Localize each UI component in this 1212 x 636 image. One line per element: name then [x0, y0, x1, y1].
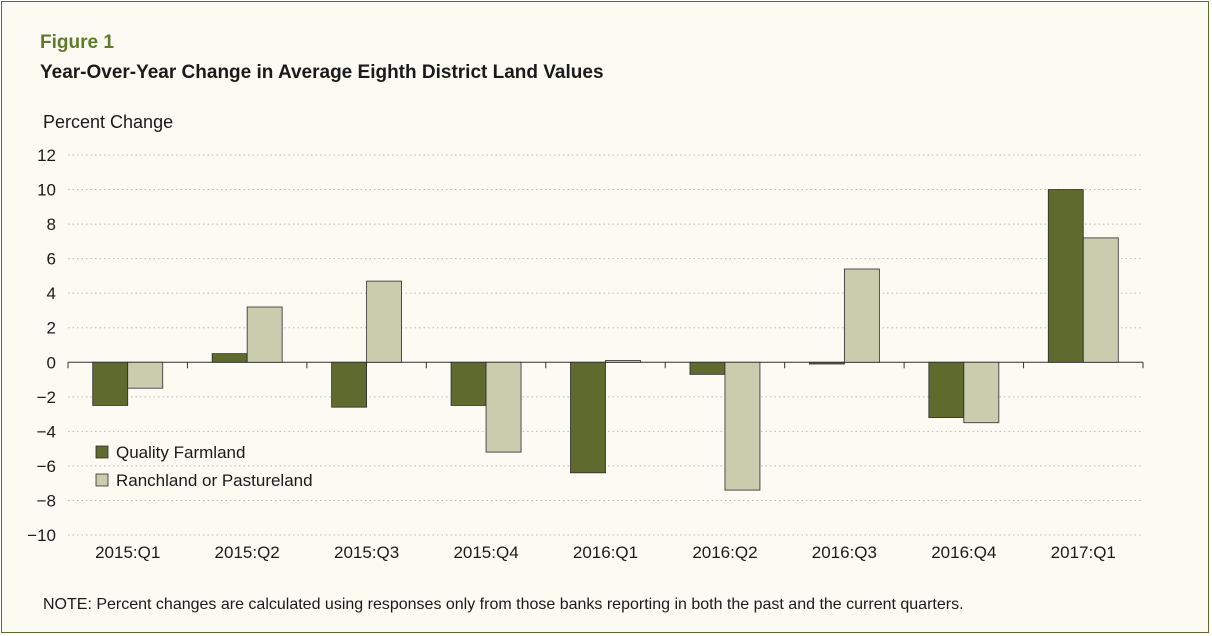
y-tick-label: 8	[47, 215, 56, 234]
figure-title: Year-Over-Year Change in Average Eighth …	[40, 62, 604, 83]
y-axis-label: Percent Change	[43, 112, 174, 132]
y-tick-label: 10	[37, 181, 56, 200]
bar-quality-farmland	[689, 361, 726, 375]
y-tick-label: 0	[47, 353, 56, 372]
bar-ranchland-pastureland	[485, 361, 522, 453]
legend-swatch	[95, 473, 109, 487]
bar-quality-farmland	[808, 361, 845, 365]
x-tick-label: 2015:Q2	[215, 543, 280, 562]
y-tick-label: −2	[37, 388, 56, 407]
bar-quality-farmland	[928, 361, 965, 418]
x-tick-label: 2017:Q1	[1051, 543, 1116, 562]
bar-ranchland-pastureland	[724, 361, 761, 491]
x-tick-label: 2016:Q1	[573, 543, 638, 562]
bar-ranchland-pastureland	[605, 360, 641, 363]
bar-ranchland-pastureland	[366, 280, 403, 363]
y-tick-label: −8	[37, 491, 56, 510]
bar-quality-farmland	[92, 361, 129, 406]
bar-ranchland-pastureland	[843, 268, 880, 363]
bar-ranchland-pastureland	[246, 306, 283, 363]
y-tick-label: 6	[47, 250, 56, 269]
x-tick-label: 2015:Q3	[334, 543, 399, 562]
legend-swatch	[95, 445, 109, 459]
y-tick-label: 2	[47, 319, 56, 338]
bar-quality-farmland	[331, 361, 368, 408]
figure-label: Figure 1	[40, 32, 114, 53]
y-tick-label: 4	[47, 284, 56, 303]
y-tick-label: −10	[27, 526, 56, 545]
bar-quality-farmland	[211, 353, 248, 363]
x-tick-label: 2016:Q4	[931, 543, 996, 562]
x-tick-label: 2015:Q1	[95, 543, 160, 562]
x-tick-label: 2016:Q2	[692, 543, 757, 562]
y-tick-label: −6	[37, 457, 56, 476]
bar-ranchland-pastureland	[127, 361, 164, 389]
bar-quality-farmland	[450, 361, 487, 406]
legend-label: Ranchland or Pastureland	[116, 471, 313, 490]
bar-ranchland-pastureland	[963, 361, 1000, 424]
x-tick-label: 2015:Q4	[453, 543, 518, 562]
bar-quality-farmland	[1047, 189, 1084, 363]
x-tick-label: 2016:Q3	[812, 543, 877, 562]
y-tick-label: 12	[37, 146, 56, 165]
bar-ranchland-pastureland	[1082, 237, 1119, 363]
bar-quality-farmland	[570, 361, 606, 474]
y-tick-label: −4	[37, 422, 56, 441]
figure-note: NOTE: Percent changes are calculated usi…	[43, 596, 964, 613]
legend-label: Quality Farmland	[116, 443, 245, 462]
